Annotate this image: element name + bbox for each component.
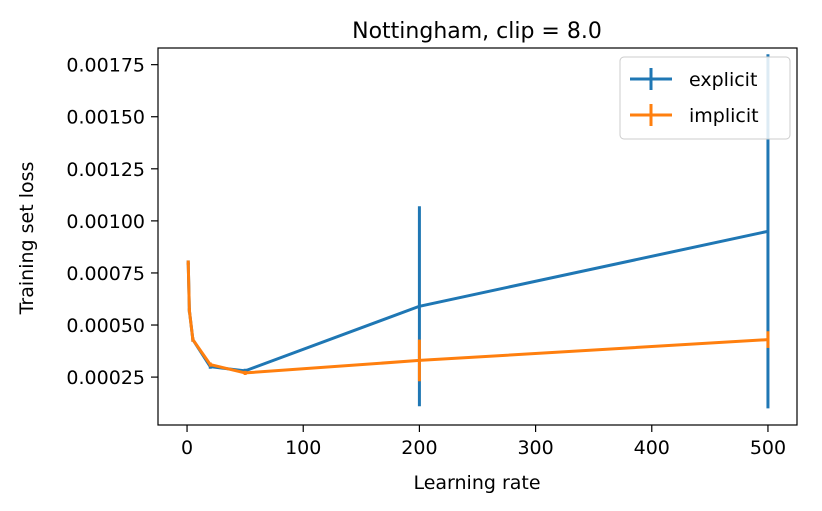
y-tick-label: 0.00100 [66, 211, 145, 233]
chart-title: Nottingham, clip = 8.0 [352, 19, 602, 44]
y-tick-label: 0.00125 [66, 159, 145, 181]
plot-area: 0 100 200 300 400 500 0.00025 0.00050 0.00075 0.0… [66, 47, 798, 459]
x-tick-label: 300 [517, 437, 553, 459]
plot-frame [157, 47, 798, 426]
x-tick-label: 500 [750, 437, 786, 459]
legend: explicit implicit [619, 56, 791, 140]
x-tick-label: 400 [634, 437, 670, 459]
y-tick-label: 0.00175 [66, 55, 145, 77]
x-axis-label: Learning rate [413, 472, 540, 494]
x-tick-label: 200 [401, 437, 437, 459]
series-line-explicit [186, 229, 769, 373]
x-tick-label: 100 [285, 437, 321, 459]
y-tick-label: 0.00025 [66, 367, 145, 389]
y-axis-label: Training set loss [16, 162, 38, 316]
y-tick-label: 0.00050 [66, 315, 145, 337]
legend-label-implicit: implicit [689, 105, 759, 127]
x-tick-label: 0 [181, 437, 193, 459]
legend-label-explicit: explicit [689, 69, 757, 91]
y-tick-label: 0.00075 [66, 263, 145, 285]
series-line-implicit [186, 262, 769, 375]
y-tick-label: 0.00150 [66, 107, 145, 129]
